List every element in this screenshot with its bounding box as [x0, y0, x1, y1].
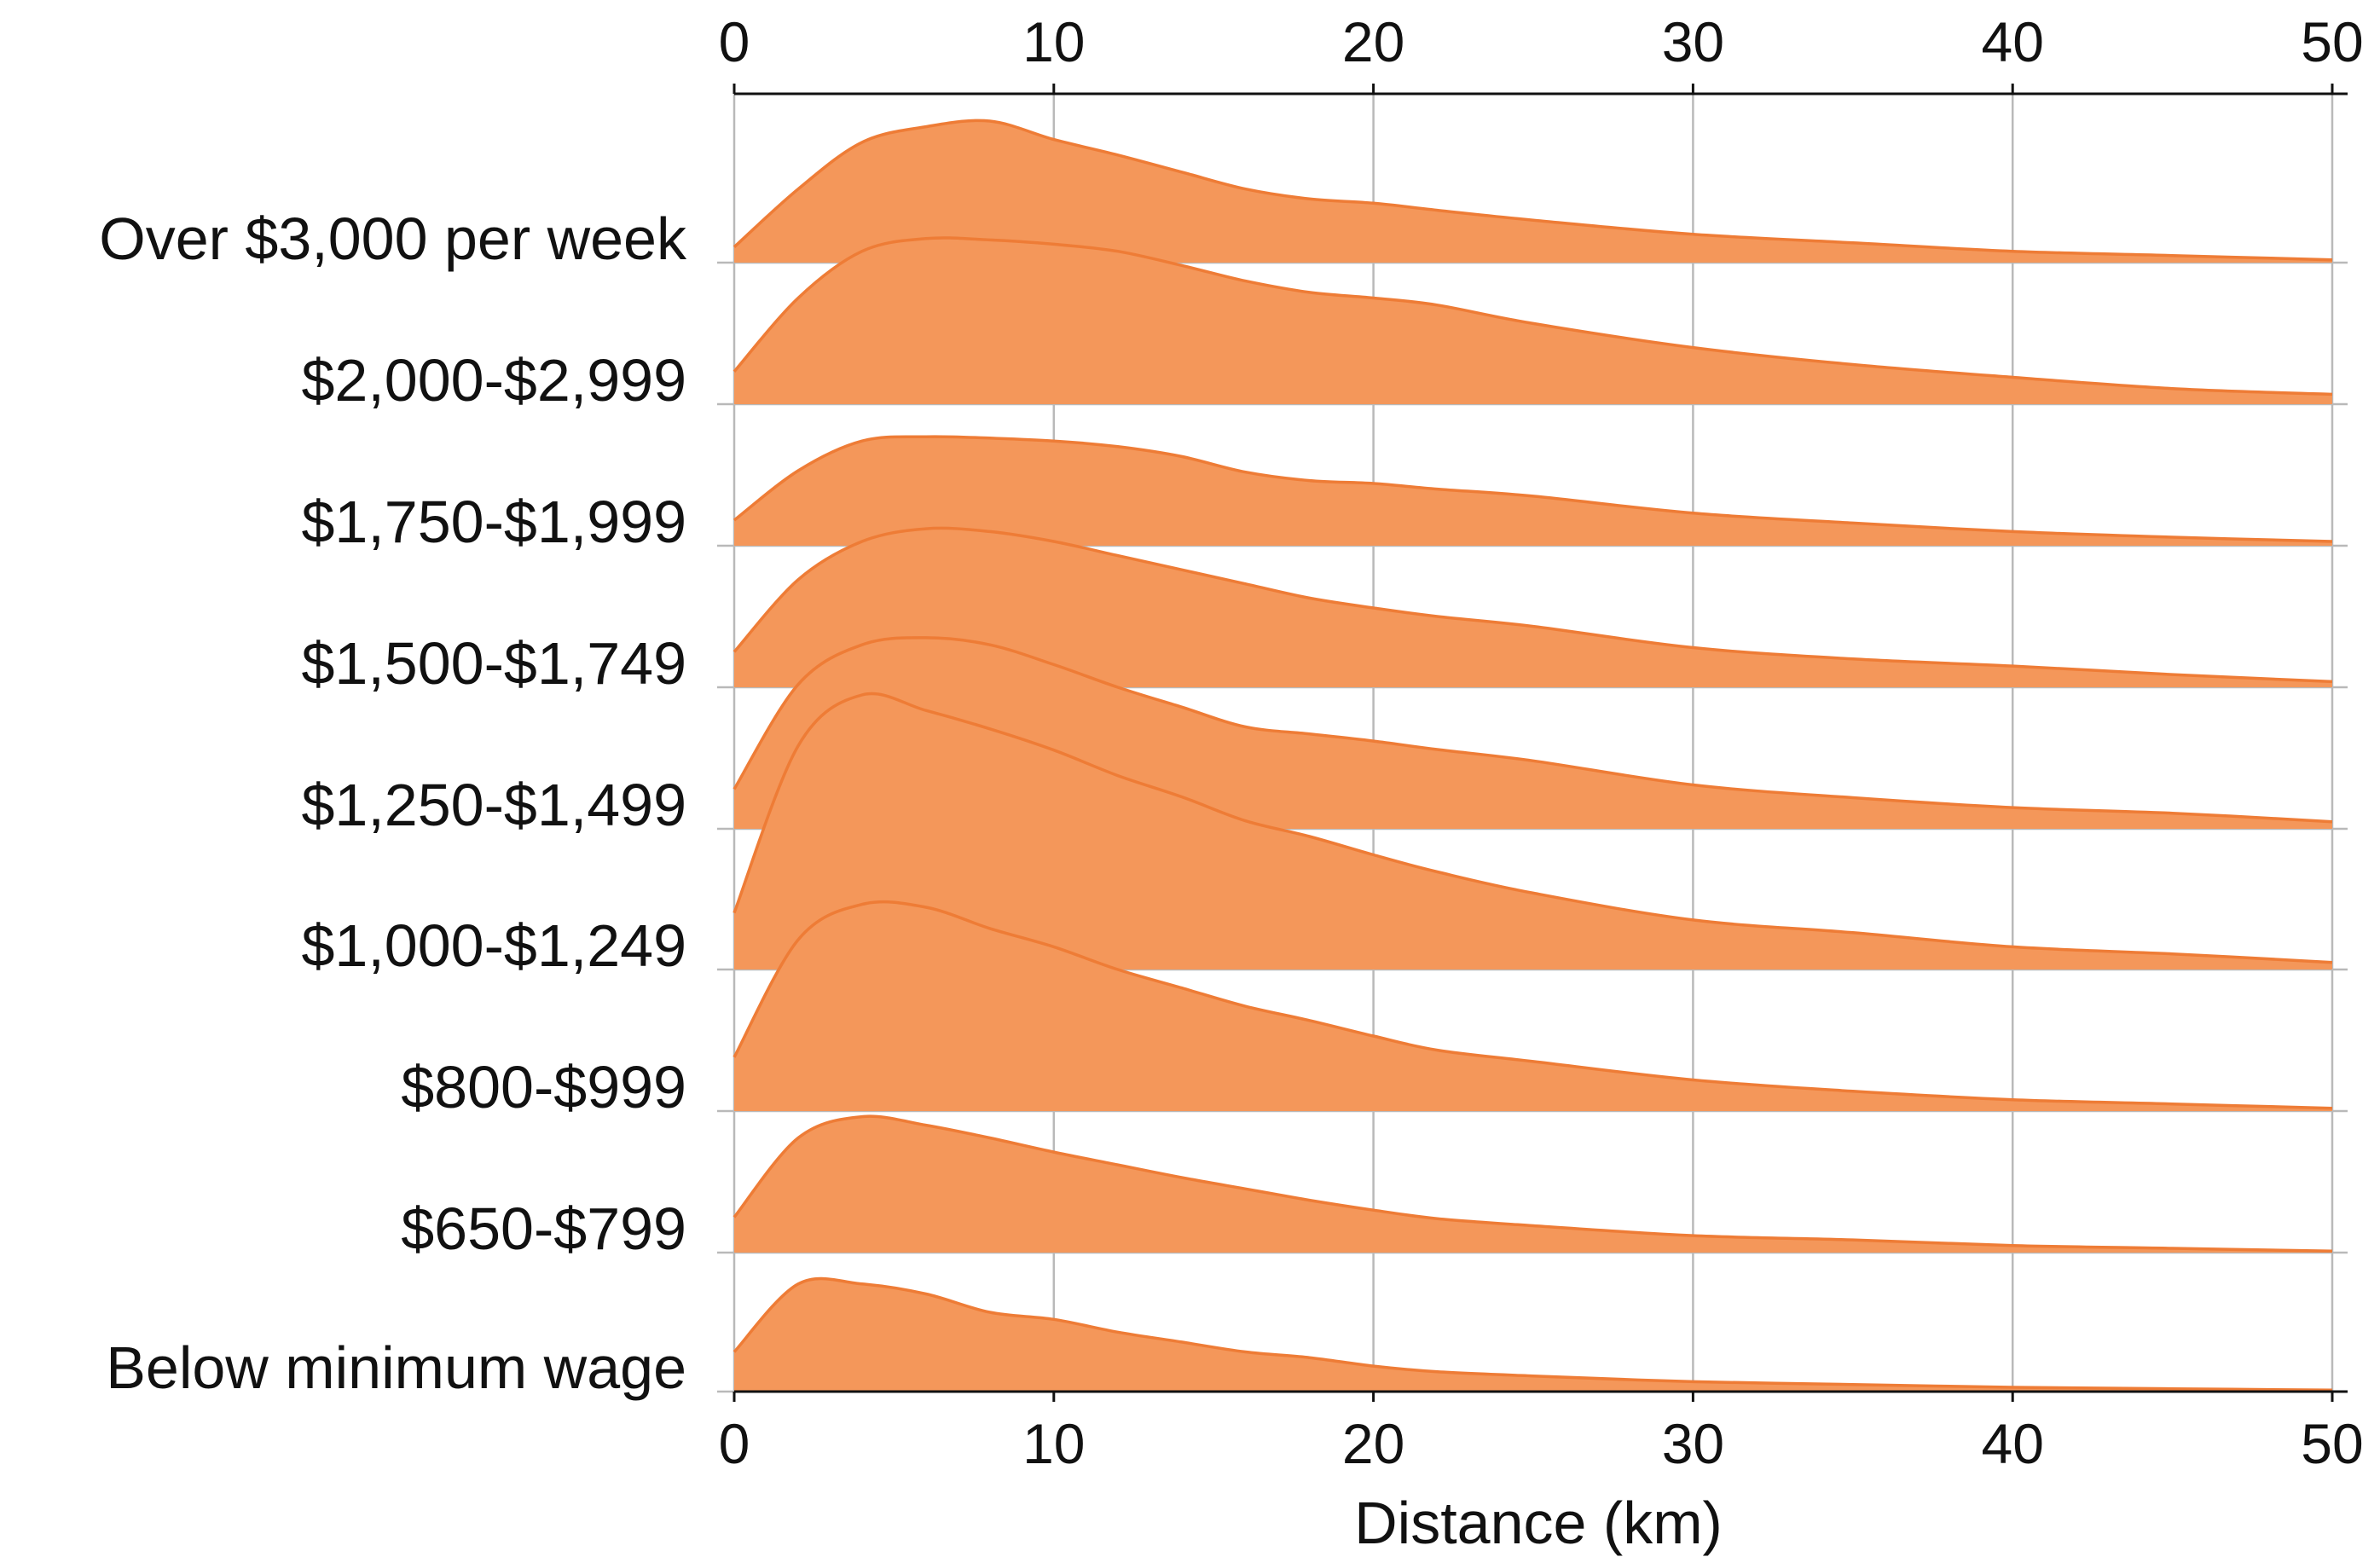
- bottom-tick-label-0: 0: [719, 1412, 750, 1475]
- ridge-area-over-3-000-per-week: [734, 120, 2332, 263]
- ridge-outline-1-500-1-749: [733, 526, 2333, 684]
- top-tick-label-30: 30: [1662, 10, 1724, 73]
- row-label-1-000-1-249: $1,000-$1,249: [301, 912, 686, 979]
- ridge-area-1-000-1-249: [734, 693, 2332, 970]
- top-tick-label-10: 10: [1022, 10, 1085, 73]
- row-label-over-3-000-per-week: Over $3,000 per week: [99, 205, 687, 272]
- row-labels: Over $3,000 per week $2,000-$2,999 $1,750-…: [99, 205, 687, 1401]
- row-label-below-minimum-wage: Below minimum wage: [106, 1334, 686, 1401]
- ridge-area-below-minimum-wage: [734, 1278, 2332, 1392]
- ridge-areas: [733, 119, 2333, 1392]
- ridge-outline-below-minimum-wage: [733, 1276, 2333, 1392]
- x-axis-title: Distance (km): [1354, 1490, 1723, 1556]
- top-tick-label-40: 40: [1981, 10, 2043, 73]
- row-label-1-750-1-999: $1,750-$1,999: [301, 489, 686, 555]
- row-label-800-999: $800-$999: [401, 1054, 686, 1120]
- bottom-tick-label-20: 20: [1342, 1412, 1404, 1475]
- ridge-area-1-500-1-749: [734, 528, 2332, 687]
- top-tick-label-50: 50: [2301, 10, 2363, 73]
- top-tick-label-20: 20: [1342, 10, 1404, 73]
- ridge-outline-800-999: [733, 900, 2333, 1110]
- ridge-outline-1-750-1-999: [733, 435, 2333, 543]
- row-label-650-799: $650-$799: [401, 1195, 686, 1262]
- bottom-tick-label-30: 30: [1662, 1412, 1724, 1475]
- bottom-tick-label-10: 10: [1022, 1412, 1085, 1475]
- bottom-tick-label-50: 50: [2301, 1412, 2363, 1475]
- bottom-tick-label-40: 40: [1981, 1412, 2043, 1475]
- top-tick-label-0: 0: [719, 10, 750, 73]
- row-label-2-000-2-999: $2,000-$2,999: [301, 347, 686, 414]
- ridge-outline-over-3-000-per-week: [733, 119, 2333, 262]
- ridge-outline-650-799: [733, 1114, 2333, 1253]
- ridge-area-800-999: [734, 901, 2332, 1111]
- ridge-outline-2-000-2-999: [733, 236, 2333, 396]
- ridge-outline-1-250-1-499: [733, 636, 2333, 824]
- ridge-area-1-750-1-999: [734, 437, 2332, 546]
- x-axes: 0 10 20 30 40 50 0 10 20 30 40 50: [719, 10, 2364, 1475]
- ridge-area-650-799: [734, 1116, 2332, 1253]
- row-label-1-250-1-499: $1,250-$1,499: [301, 772, 686, 838]
- ridge-outline-1-000-1-249: [733, 692, 2333, 964]
- ridge-area-2-000-2-999: [734, 237, 2332, 404]
- row-label-1-500-1-749: $1,500-$1,749: [301, 630, 686, 697]
